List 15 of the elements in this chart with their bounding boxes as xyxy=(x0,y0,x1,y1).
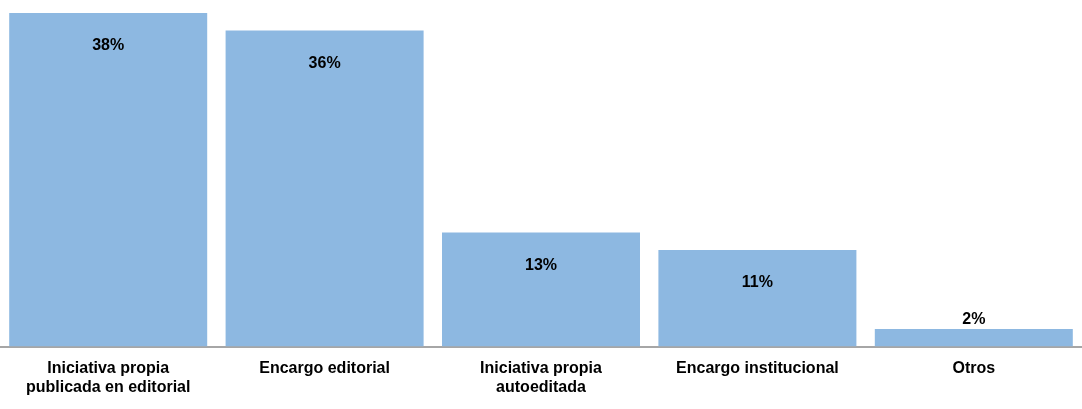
x-tick-label: Otros xyxy=(952,358,996,376)
bar xyxy=(442,232,640,347)
data-label: 38% xyxy=(92,36,125,54)
data-label: 36% xyxy=(308,53,341,71)
data-label: 11% xyxy=(741,273,773,291)
bar xyxy=(874,329,1073,347)
x-tick-label: Encargo institucional xyxy=(676,358,839,376)
x-tick-label: Iniciativa propia autoeditada xyxy=(480,358,603,395)
x-tick-label: Iniciativa propia publicada en editorial xyxy=(25,358,191,395)
x-tick-label: Encargo editorial xyxy=(259,358,390,376)
bar xyxy=(658,250,857,347)
bar xyxy=(225,30,424,347)
bar xyxy=(9,13,208,347)
data-label: 2% xyxy=(962,310,986,328)
data-label: 13% xyxy=(524,255,558,273)
